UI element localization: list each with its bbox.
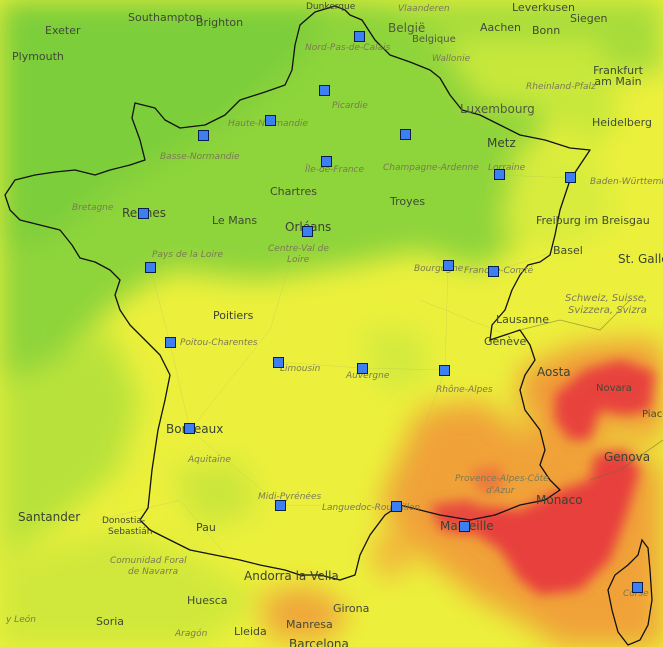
label-rhone-alpes: Rhône-Alpes xyxy=(436,385,493,395)
label-huesca: Huesca xyxy=(187,594,228,607)
station-marker[interactable] xyxy=(443,260,454,271)
station-marker[interactable] xyxy=(632,582,643,593)
label-languedoc: Languedoc-Roussillon xyxy=(322,503,421,513)
label-southampton: Southampton xyxy=(128,11,203,24)
station-marker[interactable] xyxy=(354,31,365,42)
label-leon: y León xyxy=(6,615,36,625)
label-metz: Metz xyxy=(487,136,516,150)
label-luxembourg: Luxembourg xyxy=(460,102,535,116)
label-wallonie: Wallonie xyxy=(432,54,471,64)
label-genova: Genova xyxy=(604,450,651,464)
label-soria: Soria xyxy=(96,615,125,628)
label-paca: Provence-Alpes-Côte xyxy=(455,474,549,484)
label-piacenza: Piace xyxy=(642,409,663,420)
label-leverkusen: Leverkusen xyxy=(512,1,575,14)
label-belgie: België xyxy=(388,21,426,35)
station-marker[interactable] xyxy=(459,521,470,532)
label-pau: Pau xyxy=(196,521,216,534)
label-centre-2: Loire xyxy=(287,255,310,265)
label-picardie: Picardie xyxy=(332,101,368,111)
label-bourgogne: Bourgogne xyxy=(414,264,464,274)
label-basse-normandie: Basse-Normandie xyxy=(160,152,240,162)
label-aquitaine: Aquitaine xyxy=(188,455,231,465)
label-poitiers: Poitiers xyxy=(213,309,254,322)
label-schweiz-2: Svizzera, Svizra xyxy=(568,305,647,316)
label-plymouth: Plymouth xyxy=(12,50,64,63)
label-corse: Corse xyxy=(623,589,649,599)
station-marker[interactable] xyxy=(494,169,505,180)
label-paca-2: d'Azur xyxy=(486,486,515,496)
label-comunidad: Comunidad Foral xyxy=(110,556,187,566)
label-geneve: Genève xyxy=(484,335,527,348)
label-pays-loire: Pays de la Loire xyxy=(152,250,224,260)
station-marker[interactable] xyxy=(357,363,368,374)
label-schweiz: Schweiz, Suisse, xyxy=(565,293,648,304)
label-navarra: de Navarra xyxy=(128,567,179,577)
label-champagne: Champagne-Ardenne xyxy=(383,163,479,173)
label-santander: Santander xyxy=(18,510,81,524)
label-aosta: Aosta xyxy=(537,365,571,379)
label-siegen: Siegen xyxy=(570,12,608,25)
label-bretagne: Bretagne xyxy=(72,203,114,213)
label-centre: Centre-Val de xyxy=(268,244,329,254)
station-marker[interactable] xyxy=(565,172,576,183)
label-dunkerque: Dunkerque xyxy=(306,2,356,12)
label-aragon: Aragón xyxy=(175,629,208,639)
label-sebastian: Sebastián xyxy=(108,527,153,537)
label-bonn: Bonn xyxy=(532,24,561,37)
station-marker[interactable] xyxy=(275,500,286,511)
station-marker[interactable] xyxy=(138,208,149,219)
label-poitou: Poitou-Charentes xyxy=(180,338,258,348)
label-freiburg: Freiburg im Breisgau xyxy=(536,214,650,227)
label-manresa: Manresa xyxy=(286,618,333,631)
label-heidelberg: Heidelberg xyxy=(592,116,652,129)
station-marker[interactable] xyxy=(488,266,499,277)
label-andorra: Andorra la Vella xyxy=(244,569,339,583)
label-lorraine: Lorraine xyxy=(488,163,526,173)
station-marker[interactable] xyxy=(265,115,276,126)
station-marker[interactable] xyxy=(400,129,411,140)
label-basel: Basel xyxy=(553,244,583,257)
label-troyes: Troyes xyxy=(390,195,426,208)
label-ile-de-france: Île-de-France xyxy=(305,165,365,175)
label-chartres: Chartres xyxy=(270,185,318,198)
label-girona: Girona xyxy=(333,602,370,615)
label-aachen: Aachen xyxy=(480,21,522,34)
label-exeter: Exeter xyxy=(45,24,81,37)
station-marker[interactable] xyxy=(273,357,284,368)
label-midi: Midi-Pyrénées xyxy=(258,492,322,502)
label-lausanne: Lausanne xyxy=(496,313,550,326)
label-belgique: Belgique xyxy=(412,34,456,45)
label-novara: Novara xyxy=(596,383,632,394)
station-marker[interactable] xyxy=(391,501,402,512)
label-auvergne: Auvergne xyxy=(346,371,390,381)
label-barcelona: Barcelona xyxy=(289,637,349,647)
station-marker[interactable] xyxy=(302,226,313,237)
label-monaco: Monaco xyxy=(536,493,583,507)
label-vlaanderen: Vlaanderen xyxy=(398,4,450,14)
station-marker[interactable] xyxy=(165,337,176,348)
corsica-border xyxy=(607,538,653,646)
label-nord-pas-de-calais: Nord-Pas-de-Calais xyxy=(305,43,391,53)
label-baden: Baden-Württemberg xyxy=(590,177,663,187)
label-rheinland: Rheinland-Pfalz xyxy=(526,82,596,92)
station-marker[interactable] xyxy=(145,262,156,273)
station-marker[interactable] xyxy=(319,85,330,96)
station-marker[interactable] xyxy=(439,365,450,376)
station-marker[interactable] xyxy=(184,423,195,434)
label-st-gallen: St. Galle xyxy=(618,252,663,266)
station-marker[interactable] xyxy=(321,156,332,167)
label-donostia: Donostia- xyxy=(102,516,146,526)
label-limousin: Limousin xyxy=(280,364,321,374)
label-le-mans: Le Mans xyxy=(212,214,258,227)
label-frankfurt: Frankfurt am Main xyxy=(593,64,643,88)
label-lleida: Lleida xyxy=(234,625,267,638)
station-marker[interactable] xyxy=(198,130,209,141)
label-brighton: Brighton xyxy=(196,16,244,29)
